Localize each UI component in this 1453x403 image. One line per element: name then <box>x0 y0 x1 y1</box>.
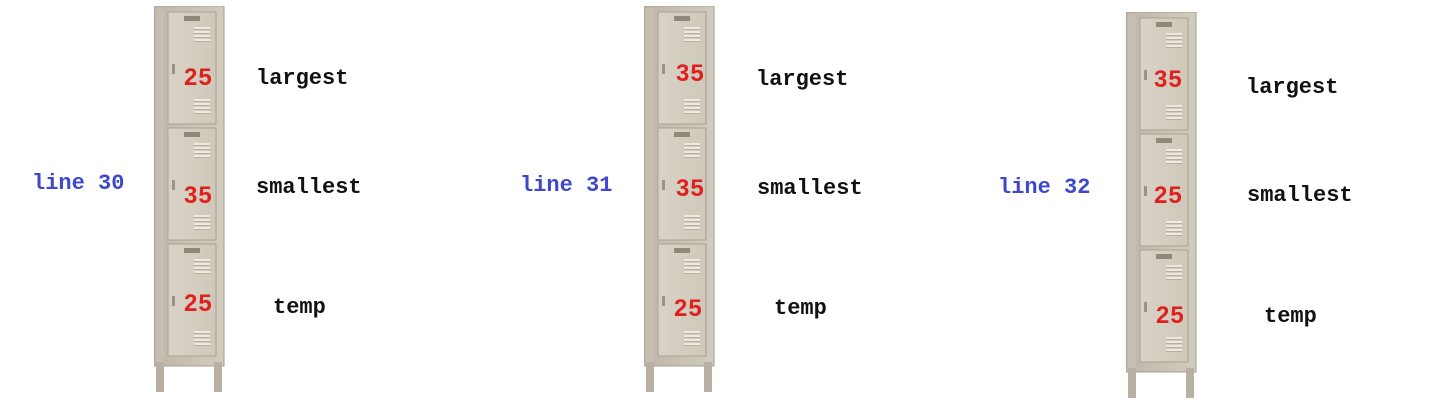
smallest-value: 25 <box>1154 182 1183 209</box>
panel-line-32: line 32 35 25 25 largest smallest temp <box>970 0 1450 403</box>
largest-value: 25 <box>184 64 213 91</box>
largest-label: largest <box>1246 75 1339 100</box>
temp-value: 25 <box>674 295 703 322</box>
largest-value: 35 <box>1154 66 1183 93</box>
smallest-label: smallest <box>256 175 362 200</box>
panel-line-31: line 31 35 35 25 largest smallest temp <box>490 0 970 403</box>
smallest-label: smallest <box>757 176 863 201</box>
smallest-value: 35 <box>676 175 705 202</box>
temp-label: temp <box>774 296 827 321</box>
temp-label: temp <box>273 295 326 320</box>
smallest-value: 35 <box>184 182 213 209</box>
panel-line-30: line 30 25 35 25 largest smallest temp <box>0 0 480 403</box>
line-label: line 31 <box>520 173 613 198</box>
temp-value: 25 <box>184 290 213 317</box>
largest-label: largest <box>756 67 849 92</box>
temp-value: 25 <box>1156 302 1185 329</box>
smallest-label: smallest <box>1247 183 1353 208</box>
temp-label: temp <box>1264 304 1317 329</box>
line-label: line 32 <box>998 175 1091 200</box>
largest-value: 35 <box>676 60 705 87</box>
largest-label: largest <box>256 66 349 91</box>
line-label: line 30 <box>32 171 125 196</box>
